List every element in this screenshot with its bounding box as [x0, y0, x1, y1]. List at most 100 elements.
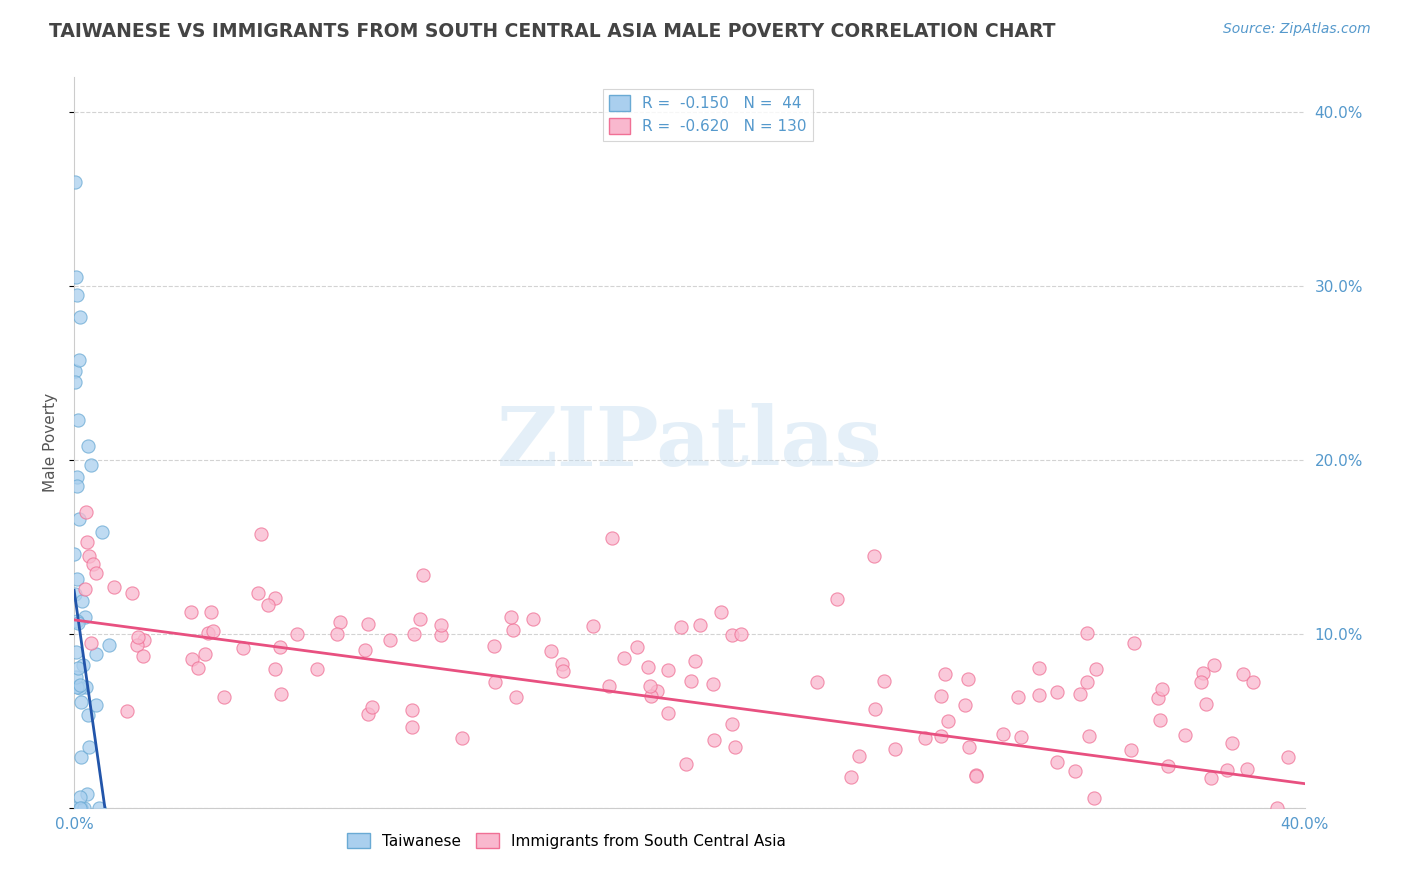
Point	[409, 611, 432, 625]
Point	[212, 690, 235, 705]
Point	[69, 310, 91, 324]
Point	[103, 580, 125, 594]
Point	[84, 698, 107, 712]
Point	[63, 800, 86, 814]
Point	[1076, 626, 1098, 640]
Point	[80, 636, 103, 650]
Point	[257, 598, 280, 612]
Point	[1083, 791, 1105, 805]
Point	[582, 619, 605, 633]
Point	[247, 585, 270, 599]
Point	[76, 534, 98, 549]
Point	[263, 662, 285, 676]
Point	[965, 768, 987, 782]
Point	[401, 719, 423, 733]
Point	[264, 591, 287, 606]
Point	[67, 353, 90, 368]
Point	[505, 690, 527, 705]
Point	[127, 638, 149, 652]
Point	[953, 698, 976, 713]
Point	[70, 800, 93, 814]
Point	[202, 624, 225, 638]
Point	[1028, 661, 1050, 675]
Point	[540, 644, 562, 658]
Point	[501, 610, 523, 624]
Point	[1046, 755, 1069, 769]
Text: Source: ZipAtlas.com: Source: ZipAtlas.com	[1223, 22, 1371, 37]
Point	[1192, 666, 1215, 681]
Point	[1085, 662, 1108, 676]
Point	[270, 687, 292, 701]
Point	[77, 708, 100, 723]
Point	[82, 558, 104, 572]
Point	[1174, 728, 1197, 742]
Point	[683, 654, 706, 668]
Point	[77, 739, 100, 754]
Point	[70, 695, 93, 709]
Point	[675, 756, 697, 771]
Point	[934, 667, 956, 681]
Point	[657, 663, 679, 677]
Point	[1119, 743, 1142, 757]
Point	[70, 750, 93, 764]
Point	[75, 505, 97, 519]
Point	[412, 567, 434, 582]
Point	[180, 605, 202, 619]
Point	[1195, 697, 1218, 711]
Point	[76, 787, 98, 801]
Point	[613, 651, 636, 665]
Point	[79, 549, 101, 563]
Point	[63, 364, 86, 378]
Text: TAIWANESE VS IMMIGRANTS FROM SOUTH CENTRAL ASIA MALE POVERTY CORRELATION CHART: TAIWANESE VS IMMIGRANTS FROM SOUTH CENTR…	[49, 22, 1056, 41]
Point	[1064, 764, 1087, 779]
Point	[357, 706, 380, 721]
Point	[1069, 687, 1091, 701]
Point	[354, 643, 377, 657]
Point	[66, 661, 89, 675]
Point	[69, 681, 91, 695]
Point	[127, 630, 149, 644]
Point	[63, 547, 86, 561]
Point	[1199, 771, 1222, 785]
Point	[67, 615, 90, 630]
Point	[75, 582, 97, 596]
Point	[645, 684, 668, 698]
Point	[839, 770, 862, 784]
Point	[848, 749, 870, 764]
Point	[65, 270, 87, 285]
Point	[121, 586, 143, 600]
Point	[679, 674, 702, 689]
Point	[430, 618, 453, 632]
Point	[63, 587, 86, 601]
Point	[502, 623, 524, 637]
Point	[484, 675, 506, 690]
Point	[67, 413, 90, 427]
Point	[863, 549, 886, 563]
Point	[710, 605, 733, 619]
Point	[70, 593, 93, 607]
Point	[69, 800, 91, 814]
Point	[1147, 691, 1170, 706]
Point	[65, 479, 87, 493]
Point	[98, 638, 121, 652]
Point	[640, 689, 662, 703]
Point	[429, 628, 451, 642]
Point	[703, 733, 725, 747]
Point	[638, 679, 661, 693]
Point	[325, 627, 347, 641]
Point	[724, 740, 747, 755]
Point	[914, 731, 936, 745]
Point	[863, 702, 886, 716]
Point	[1076, 674, 1098, 689]
Point	[90, 524, 112, 539]
Legend: R =  -0.150   N =  44, R =  -0.620   N = 130: R = -0.150 N = 44, R = -0.620 N = 130	[603, 88, 813, 141]
Point	[702, 676, 724, 690]
Point	[884, 741, 907, 756]
Point	[1123, 636, 1146, 650]
Point	[132, 632, 155, 647]
Point	[187, 661, 209, 675]
Point	[1078, 730, 1101, 744]
Point	[730, 626, 752, 640]
Point	[1204, 658, 1226, 673]
Point	[602, 531, 624, 545]
